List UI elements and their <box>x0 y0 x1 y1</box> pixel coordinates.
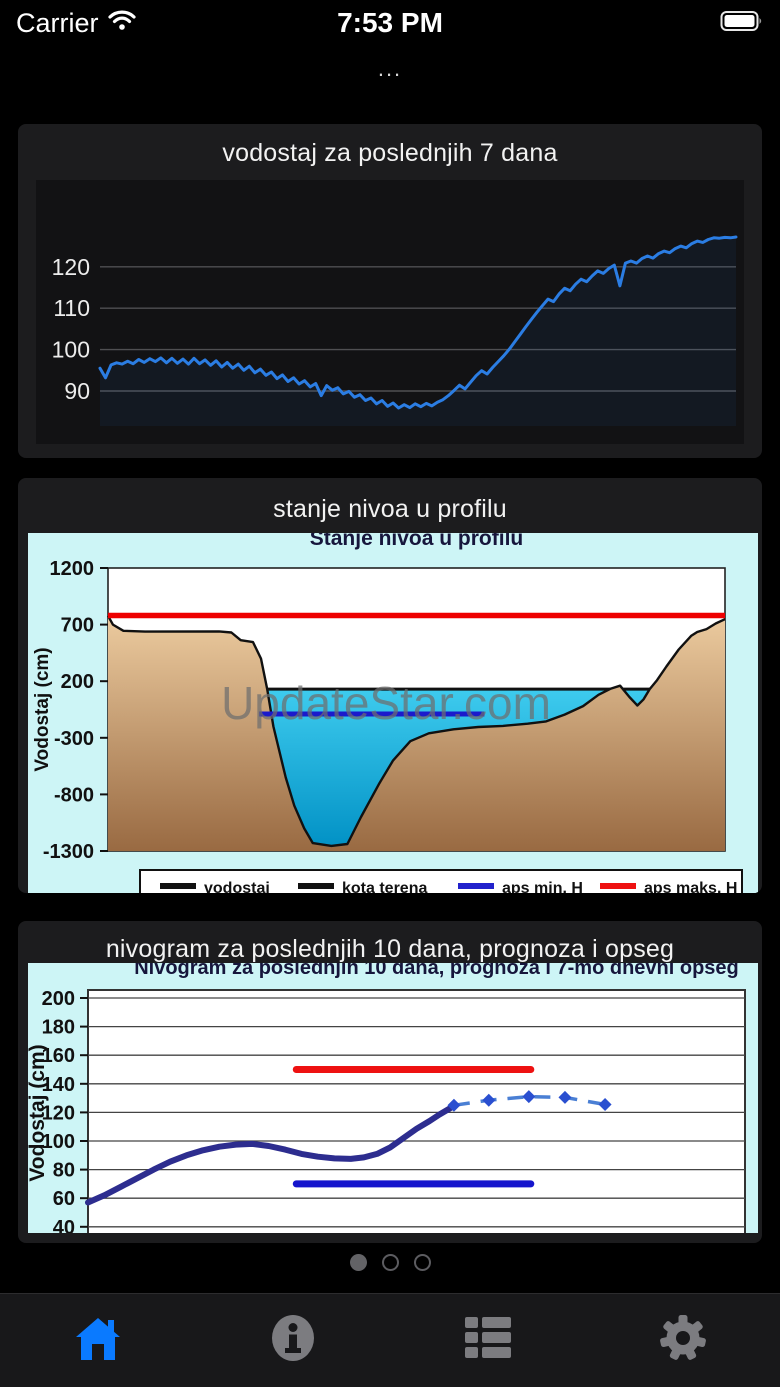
status-bar: Carrier 7:53 PM <box>0 0 780 46</box>
svg-text:200: 200 <box>42 988 75 1010</box>
svg-text:60: 60 <box>53 1188 75 1210</box>
svg-text:100: 100 <box>42 1131 75 1153</box>
clock: 7:53 PM <box>337 7 443 38</box>
nivogram-chart-image: 40 60 80 100 120 140 160 180 200 Vodostaj (cm) Niv… <box>28 963 758 1233</box>
svg-text:100: 100 <box>52 337 90 363</box>
info-icon <box>268 1313 318 1368</box>
svg-text:Vodostaj (cm): Vodostaj (cm) <box>32 647 53 771</box>
svg-text:kota terena: kota terena <box>342 880 427 893</box>
svg-text:80: 80 <box>53 1160 75 1182</box>
tab-stations[interactable] <box>390 1294 585 1387</box>
home-icon <box>72 1314 124 1367</box>
svg-text:90: 90 <box>64 378 90 404</box>
svg-text:UpdateStar.com: UpdateStar.com <box>221 677 551 729</box>
svg-text:110: 110 <box>53 295 90 321</box>
card-nivogram[interactable]: nivogram za poslednjih 10 dana, prognoza… <box>18 921 762 1243</box>
svg-text:200: 200 <box>61 671 94 693</box>
svg-text:-1300: -1300 <box>43 841 94 863</box>
page-dot-3[interactable] <box>413 1254 431 1271</box>
card-vodostaj-7-dana[interactable]: vodostaj za poslednjih 7 dana 90 100 110 12… <box>18 124 762 458</box>
svg-text:160: 160 <box>42 1045 75 1067</box>
svg-text:140: 140 <box>42 1074 75 1096</box>
svg-text:120: 120 <box>42 1102 75 1124</box>
tab-home[interactable] <box>0 1294 195 1387</box>
page-title: ... <box>377 56 403 81</box>
svg-text:1200: 1200 <box>50 558 95 580</box>
svg-text:700: 700 <box>61 615 94 637</box>
gear-icon <box>658 1313 708 1368</box>
card-title: vodostaj za poslednjih 7 dana <box>222 139 558 167</box>
svg-text:-300: -300 <box>54 728 94 750</box>
card-title: nivogram za poslednjih 10 dana, prognoza… <box>105 935 675 963</box>
card-title: stanje nivoa u profilu <box>273 495 507 523</box>
line-chart-7-days: 90 100 110 120 <box>36 180 744 444</box>
tab-bar <box>0 1293 780 1387</box>
svg-text:Stanje nivoa u profilu: Stanje nivoa u profilu <box>310 533 524 550</box>
svg-text:40: 40 <box>53 1217 75 1233</box>
svg-text:-800: -800 <box>54 784 94 806</box>
page-dot-1[interactable] <box>349 1254 367 1271</box>
svg-text:aps min. H: aps min. H <box>502 880 583 893</box>
profile-chart-image: 1200 700 200 -300 -800 -1300 Vodostaj (cm) Stan… <box>28 533 758 893</box>
wifi-icon <box>107 8 137 39</box>
svg-text:Vodostaj (cm): Vodostaj (cm) <box>28 1044 49 1181</box>
battery-icon <box>720 10 764 37</box>
svg-text:vodostaj: vodostaj <box>204 880 270 893</box>
carrier-label: Carrier <box>16 7 99 38</box>
page-dot-2[interactable] <box>381 1254 399 1271</box>
card-stanje-nivoa[interactable]: stanje nivoa u profilu 1200 700 200 -300 -80… <box>18 478 762 893</box>
svg-text:120: 120 <box>52 254 90 280</box>
svg-text:aps maks. H: aps maks. H <box>644 880 737 893</box>
svg-text:Nivogram za poslednjih 10 dana: Nivogram za poslednjih 10 dana, prognoza… <box>134 963 739 979</box>
svg-text:180: 180 <box>42 1017 75 1039</box>
tab-settings[interactable] <box>585 1294 780 1387</box>
list-icon <box>463 1315 513 1366</box>
page-indicator <box>0 1254 780 1271</box>
tab-info[interactable] <box>195 1294 390 1387</box>
